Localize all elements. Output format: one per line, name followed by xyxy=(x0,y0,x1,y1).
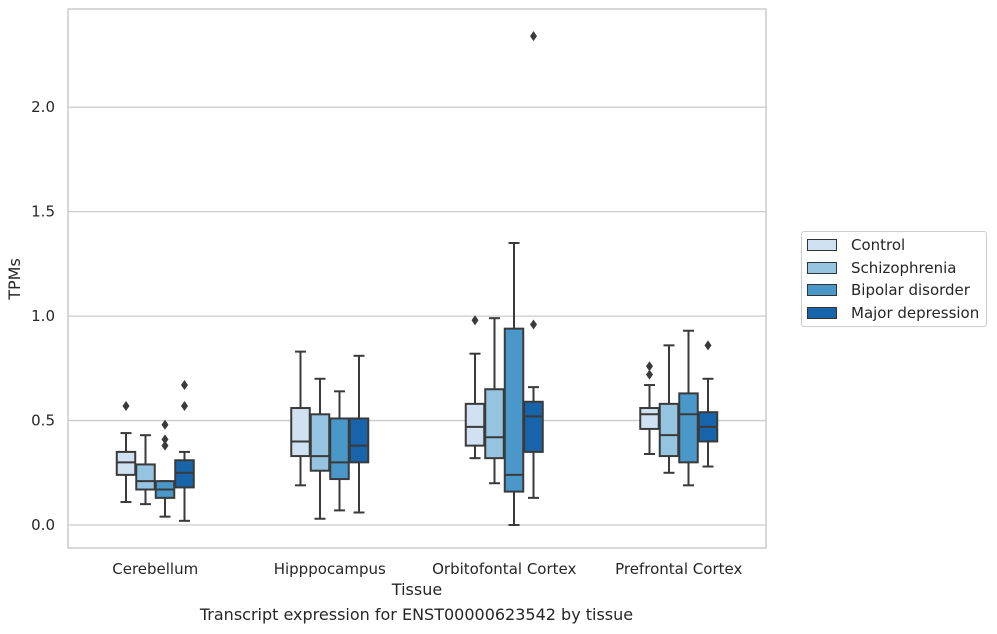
box-iqr xyxy=(329,417,350,481)
legend-swatch-control xyxy=(807,239,837,251)
x-axis-label: Tissue xyxy=(391,580,442,599)
y-tick-label: 1.0 xyxy=(31,307,55,325)
legend-swatch-bipolar-disorder xyxy=(807,284,837,296)
box-major-depression-orbitofontal-cortex xyxy=(523,31,544,499)
box-iqr xyxy=(309,413,331,472)
box-iqr xyxy=(484,388,505,460)
x-tick-labels: Cerebellum Hipppocampus Orbitofontal Corte… xyxy=(112,560,742,578)
series-schizophrenia xyxy=(135,317,680,520)
box-bipolar-disorder-prefrontal-cortex xyxy=(678,329,699,487)
box-bipolar-disorder-orbitofontal-cortex xyxy=(503,241,525,527)
box-iqr xyxy=(290,407,311,458)
y-tick-label: 1.5 xyxy=(31,203,55,221)
plot-frame xyxy=(67,8,767,549)
box-iqr xyxy=(658,402,680,458)
legend-item-bipolar-disorder: Bipolar disorder xyxy=(807,280,970,300)
series-major-depression xyxy=(174,31,719,522)
legend-label-control: Control xyxy=(851,236,906,254)
box-iqr xyxy=(503,327,525,493)
outlier-point xyxy=(161,419,169,430)
box-iqr xyxy=(523,400,544,453)
legend: Control Schizophrenia Bipolar disorder M… xyxy=(801,231,987,327)
box-iqr xyxy=(678,392,699,464)
box-control-hipppocampus xyxy=(290,350,311,487)
outlier-point xyxy=(181,400,188,411)
outlier-point xyxy=(122,400,130,411)
box-bipolar-disorder-hipppocampus xyxy=(329,390,350,512)
gridlines xyxy=(68,106,766,526)
box-iqr xyxy=(135,463,156,491)
legend-label-bipolar-disorder: Bipolar disorder xyxy=(851,281,970,299)
outlier-point xyxy=(161,434,169,445)
y-axis-label: TPMs xyxy=(5,258,24,301)
legend-item-control: Control xyxy=(807,235,905,255)
y-tick-labels: 0.0 0.5 1.0 1.5 2.0 xyxy=(31,98,55,534)
box-schizophrenia-cerebellum xyxy=(135,434,156,506)
outlier-point xyxy=(646,361,653,372)
legend-label-schizophrenia: Schizophrenia xyxy=(851,259,957,277)
box-schizophrenia-prefrontal-cortex xyxy=(658,344,680,474)
box-schizophrenia-hipppocampus xyxy=(309,377,331,520)
legend-swatch-major-depression xyxy=(807,307,837,319)
box-iqr xyxy=(464,402,486,447)
y-tick-label: 0.5 xyxy=(31,412,55,430)
x-tick-label: Prefrontal Cortex xyxy=(615,560,742,578)
box-iqr xyxy=(174,459,195,489)
box-bipolar-disorder-cerebellum xyxy=(154,419,176,518)
series-control xyxy=(115,315,660,504)
box-control-prefrontal-cortex xyxy=(639,361,660,455)
x-tick-label: Cerebellum xyxy=(112,560,198,578)
box-schizophrenia-orbitofontal-cortex xyxy=(484,317,505,485)
box-control-orbitofontal-cortex xyxy=(464,315,486,460)
x-tick-label: Orbitofontal Cortex xyxy=(432,560,576,578)
outlier-point xyxy=(704,340,712,351)
legend-swatch-schizophrenia xyxy=(807,262,837,274)
box-series-layer xyxy=(115,31,719,527)
box-iqr xyxy=(639,407,660,430)
legend-item-major-depression: Major depression xyxy=(807,303,979,323)
outlier-point xyxy=(530,31,537,42)
x-tick-label: Hipppocampus xyxy=(274,560,386,578)
legend-label-major-depression: Major depression xyxy=(851,304,980,322)
y-tick-label: 0.0 xyxy=(31,516,55,534)
box-control-cerebellum xyxy=(115,400,137,504)
outlier-point xyxy=(646,369,653,380)
legend-item-schizophrenia: Schizophrenia xyxy=(807,258,956,278)
series-bipolar-disorder xyxy=(154,241,699,527)
box-iqr xyxy=(115,450,137,476)
box-major-depression-prefrontal-cortex xyxy=(697,340,719,468)
box-major-depression-cerebellum xyxy=(174,380,195,522)
outlier-point xyxy=(530,319,537,330)
box-major-depression-hipppocampus xyxy=(348,354,370,514)
y-tick-label: 2.0 xyxy=(31,98,55,116)
outlier-point xyxy=(161,440,169,451)
box-iqr xyxy=(348,417,370,464)
outlier-point xyxy=(471,315,479,326)
outlier-point xyxy=(181,380,188,391)
figure-caption: Transcript expression for ENST0000062354… xyxy=(199,605,634,624)
